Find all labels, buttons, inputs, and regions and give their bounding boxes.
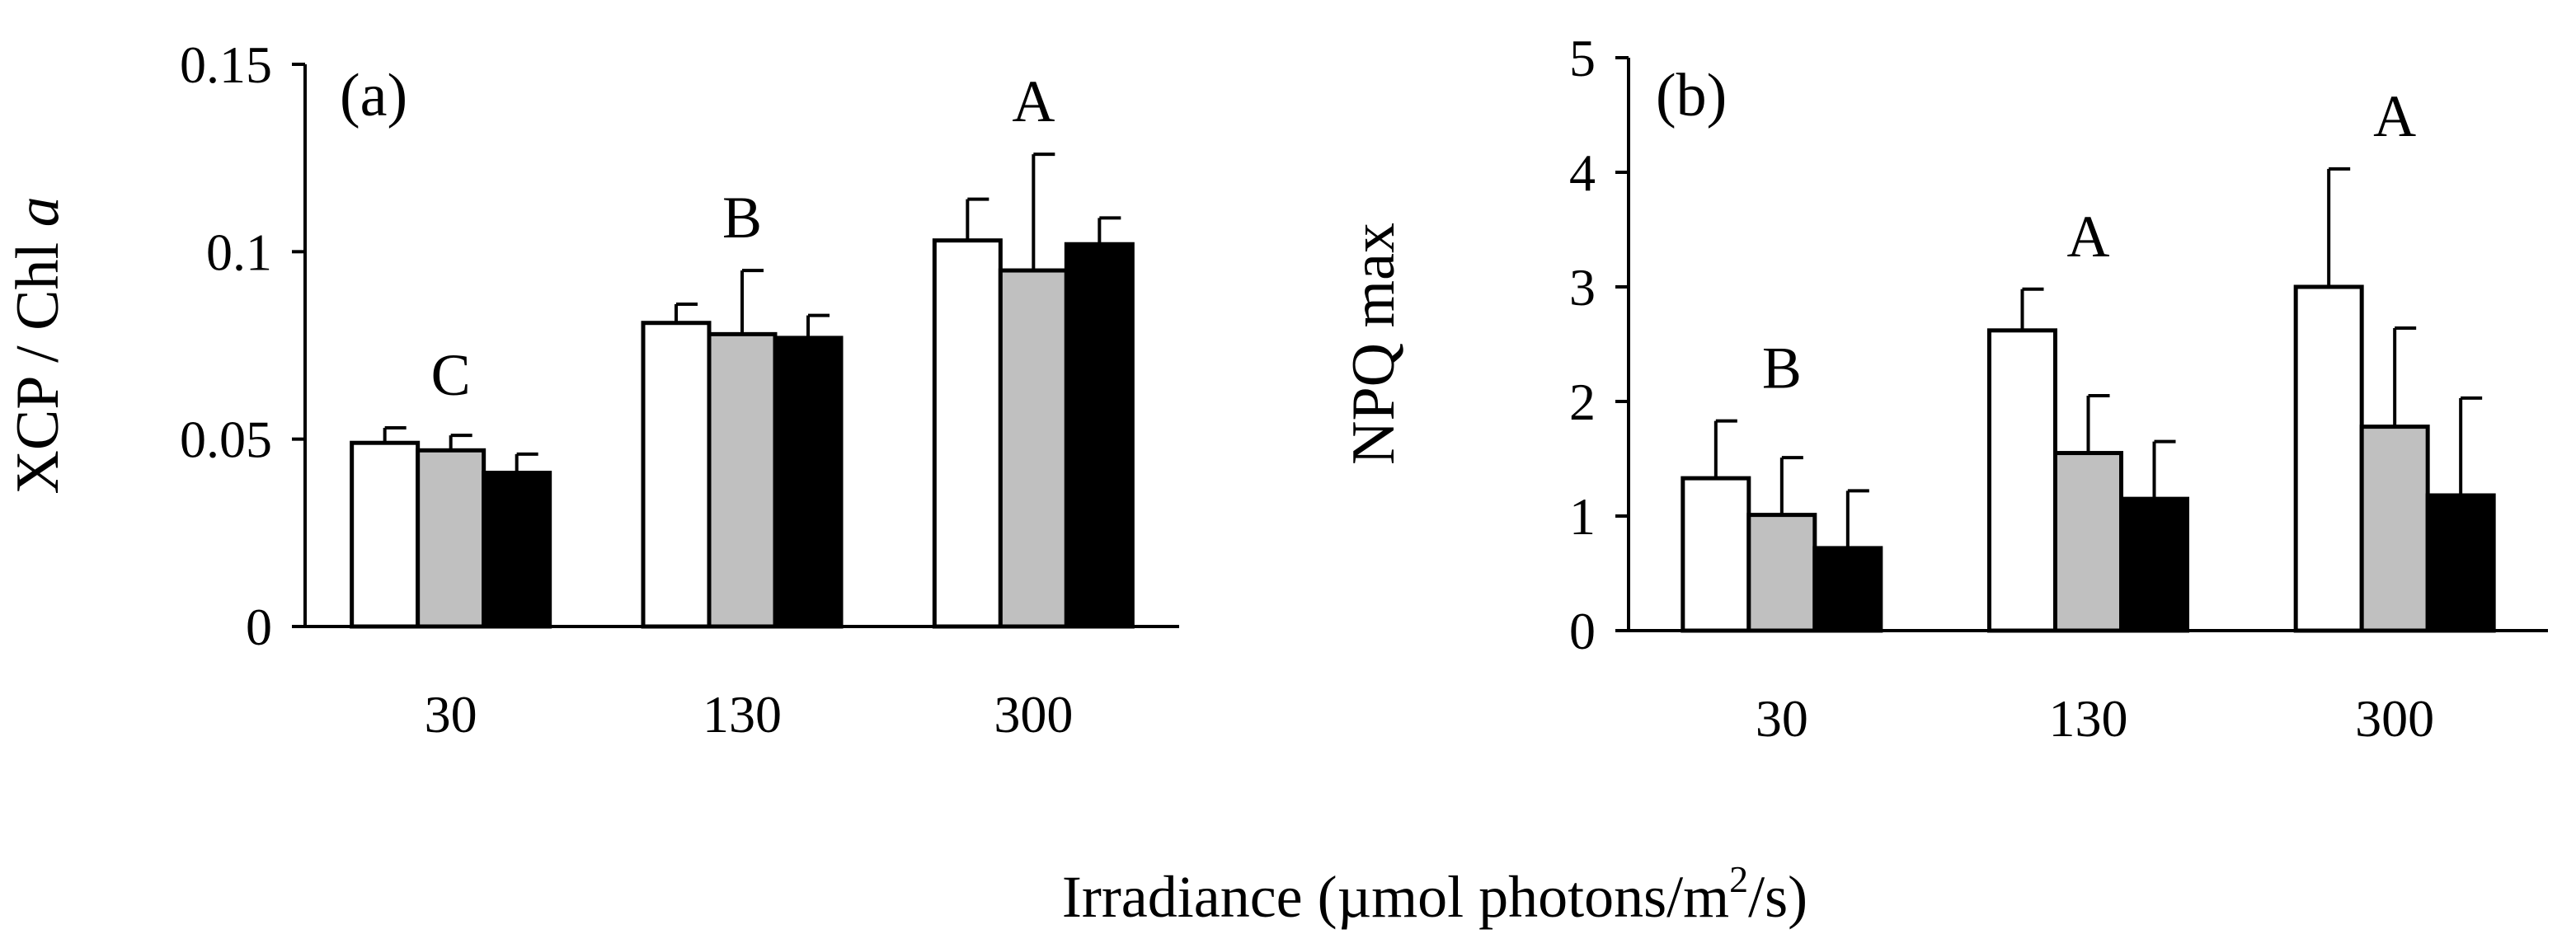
panel-a-x-tick-label: 130 bbox=[703, 685, 782, 744]
panel-b-x-tick-label: 30 bbox=[1756, 689, 1808, 748]
panel-b-significance-letter: A bbox=[2067, 204, 2110, 270]
panel-a-bar-black-30 bbox=[482, 471, 552, 629]
panel-b-bar-black-30 bbox=[1812, 546, 1883, 633]
panel-b-y-tick-label: 0 bbox=[1569, 602, 1596, 660]
panel-a-y-axis-label: XCP / Chl a bbox=[4, 196, 72, 494]
panel-a-significance-letter: B bbox=[722, 185, 762, 251]
panel-a-bar-black-130 bbox=[773, 336, 844, 629]
panel-a-y-tick-label: 0.1 bbox=[206, 223, 272, 281]
panel-a-significance-letter: C bbox=[431, 342, 471, 408]
panel-a-bar-gray-300 bbox=[998, 268, 1069, 629]
panel-a-bar-gray-30 bbox=[416, 448, 487, 629]
panel-a-significance-letter: A bbox=[1012, 68, 1055, 134]
panel-b-y-tick-label: 4 bbox=[1569, 143, 1596, 202]
x-axis-label-end: /s) bbox=[1748, 864, 1807, 930]
panel-b-bar-black-300 bbox=[2425, 493, 2496, 633]
panel-a-bar-white-300 bbox=[932, 238, 1003, 629]
panel-b-bar-gray-130 bbox=[2053, 451, 2123, 633]
panel-b-bar-gray-30 bbox=[1746, 513, 1817, 633]
panel-b-bar-white-130 bbox=[1987, 328, 2057, 633]
panel-b-bar-white-300 bbox=[2293, 284, 2364, 633]
panel-b-y-tick-label: 5 bbox=[1569, 29, 1596, 87]
panel-b-label: (b) bbox=[1656, 62, 1727, 129]
panel-b-y-tick-label: 1 bbox=[1569, 487, 1596, 546]
panel-b-chart: 30 B 130 A 300 A 0 1 2 3 4 5 NPQ max (b) bbox=[1340, 29, 2548, 748]
panel-b-bar-black-130 bbox=[2119, 496, 2189, 633]
panel-a-y-axis-label-italic: a bbox=[4, 196, 72, 227]
panel-b-bar-gray-300 bbox=[2359, 425, 2430, 633]
panel-b-bar-white-30 bbox=[1681, 476, 1751, 633]
panel-a-x-tick-label: 30 bbox=[425, 685, 477, 744]
shared-x-axis-label: Irradiance (µmol photons/m2/s) bbox=[1062, 858, 1807, 930]
panel-b-y-axis-label-main: NPQ max bbox=[1340, 223, 1408, 465]
panel-b-significance-letter: A bbox=[2373, 83, 2416, 149]
panel-b-y-axis-label: NPQ max bbox=[1340, 223, 1408, 465]
panel-a-bar-white-130 bbox=[641, 321, 712, 629]
x-axis-label-main: Irradiance (µmol photons/m bbox=[1062, 864, 1729, 930]
panel-b-x-tick-label: 300 bbox=[2355, 689, 2434, 748]
panel-a-y-tick-label: 0.05 bbox=[180, 411, 272, 469]
panel-a-bar-black-300 bbox=[1064, 242, 1135, 629]
panel-b-x-tick-label: 130 bbox=[2049, 689, 2128, 748]
panel-a-bar-white-30 bbox=[350, 440, 421, 629]
panel-a-chart: 30 C 130 B 300 A 0 0.05 0.1 0.15 XCP / Chl a (a) bbox=[4, 35, 1179, 744]
panel-a-bar-gray-130 bbox=[707, 331, 778, 629]
panel-b-significance-letter: B bbox=[1762, 336, 1802, 401]
panel-b-y-tick-label: 2 bbox=[1569, 373, 1596, 431]
panel-a-x-tick-label: 300 bbox=[994, 685, 1073, 744]
panel-a-y-axis-label-main: XCP / Chl bbox=[4, 227, 72, 494]
panel-b-y-tick-label: 3 bbox=[1569, 258, 1596, 317]
panel-a-y-tick-label: 0 bbox=[246, 598, 272, 656]
x-axis-label-superscript: 2 bbox=[1729, 858, 1748, 900]
panel-a-label: (a) bbox=[340, 62, 407, 129]
panel-a-y-tick-label: 0.15 bbox=[180, 35, 272, 94]
